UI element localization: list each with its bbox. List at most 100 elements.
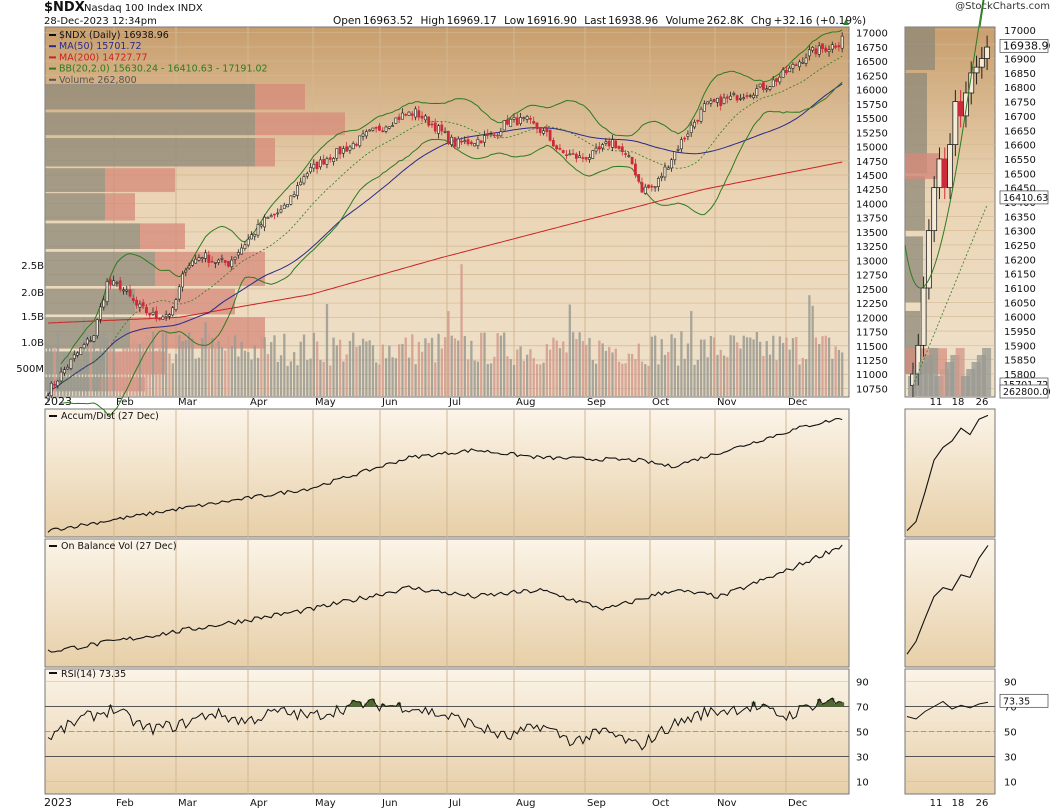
candle-body xyxy=(131,298,135,301)
volume-bar xyxy=(430,337,434,396)
volume-bar xyxy=(368,340,371,396)
volume-bar xyxy=(125,348,128,396)
volume-bar xyxy=(388,345,391,396)
candle-body xyxy=(391,125,394,127)
zoom-obv-line xyxy=(906,545,989,655)
volume-bar xyxy=(749,337,752,396)
volume-bar xyxy=(732,335,736,396)
price-axis-label: 13250 xyxy=(856,242,888,253)
volume-bar xyxy=(73,365,76,396)
month-label: Dec xyxy=(788,397,807,408)
candle-body xyxy=(171,307,175,316)
volume-bar xyxy=(227,335,230,396)
volume-bar xyxy=(722,355,726,396)
volume-bar xyxy=(516,349,519,396)
volume-bar xyxy=(122,348,125,396)
volume-bar xyxy=(535,364,539,396)
volume-bar xyxy=(217,341,220,396)
volume-bar xyxy=(568,304,571,396)
volume-by-price-bar xyxy=(45,83,255,110)
zoom-accum-dist-line xyxy=(906,414,989,531)
volume-bar xyxy=(174,354,178,396)
month-label-bottom: Jun xyxy=(381,798,398,809)
candle-body xyxy=(230,259,234,268)
volume-by-price-bar xyxy=(255,112,345,136)
candle-body xyxy=(282,204,286,209)
candle-body xyxy=(624,153,627,155)
candle-body xyxy=(125,289,129,292)
candle-body xyxy=(466,139,470,145)
candle-body xyxy=(597,146,601,150)
volume-bar xyxy=(585,344,588,396)
candle-body xyxy=(417,110,421,118)
volume-bar xyxy=(634,358,637,396)
bb-legend: BB(20,2.0) 15630.24 - 16410.63 - 17191.0… xyxy=(59,64,268,75)
zoom-axis-label: 15900 xyxy=(1004,341,1036,352)
price-axis-label: 13000 xyxy=(856,256,888,267)
candle-body xyxy=(617,146,621,149)
month-label-bottom: Apr xyxy=(250,798,268,809)
candle-body xyxy=(830,44,834,50)
zoom-axis-label: 16800 xyxy=(1004,83,1036,94)
volume-bar xyxy=(781,342,785,396)
zoom-volume-bar xyxy=(950,355,960,396)
volume-bar xyxy=(417,341,421,396)
candle-body xyxy=(656,178,660,187)
candle-body xyxy=(213,262,217,264)
candle-body xyxy=(699,108,703,122)
volume-bar xyxy=(509,359,512,396)
candle-body xyxy=(164,314,168,317)
month-label: Jun xyxy=(381,397,398,408)
volume-bar xyxy=(181,341,184,396)
candle-body xyxy=(368,129,372,132)
copyright-text: @StockCharts.com xyxy=(955,1,1050,12)
candle-body xyxy=(483,135,486,143)
volume-bar xyxy=(706,357,709,396)
price-axis-label: 15000 xyxy=(856,143,888,154)
candle-body xyxy=(614,140,618,149)
candle-body xyxy=(351,143,355,150)
zoom-candle-body xyxy=(941,158,948,189)
volume-bar xyxy=(755,332,759,396)
volume-by-price-bar xyxy=(255,83,305,110)
volume-bar xyxy=(66,354,69,396)
candle-body xyxy=(765,88,769,91)
volume-bar xyxy=(499,335,503,396)
volume-bar xyxy=(243,350,247,396)
ma200-legend: MA(200) 14727.77 xyxy=(59,52,148,63)
candle-body xyxy=(551,140,555,147)
volume-bar xyxy=(526,354,529,396)
accum-dist-label: Accum/Dist (27 Dec) xyxy=(61,411,159,422)
zoom-bollinger-middle xyxy=(912,204,988,386)
candle-body xyxy=(788,67,792,73)
volume-bar xyxy=(673,338,676,396)
candle-body xyxy=(69,358,73,369)
candle-body xyxy=(515,117,519,126)
candle-body xyxy=(824,47,828,52)
volume-bar xyxy=(759,341,762,396)
candle-body xyxy=(492,134,496,137)
candle-body xyxy=(276,212,280,215)
volume-bar xyxy=(256,357,260,396)
volume-bar xyxy=(276,361,279,396)
volume-by-price-bar xyxy=(45,138,255,167)
candle-body xyxy=(89,340,93,342)
volume-bar xyxy=(312,332,316,396)
candle-body xyxy=(394,117,398,124)
volume-bar xyxy=(690,311,693,396)
candle-body xyxy=(591,150,595,159)
zoom-candle-body xyxy=(973,66,980,74)
volume-bar xyxy=(99,336,102,396)
candle-body xyxy=(82,344,86,349)
candle-body xyxy=(712,99,716,103)
candle-body xyxy=(108,279,112,285)
volume-bar xyxy=(841,352,844,396)
volume-bar xyxy=(306,359,309,396)
candle-body xyxy=(404,113,408,116)
change-up-arrow xyxy=(843,19,849,25)
zoom-x-label: 11 xyxy=(930,397,943,408)
candle-body xyxy=(220,257,224,260)
volume-bar xyxy=(542,362,545,396)
volume-bar xyxy=(266,354,270,396)
volume-bar xyxy=(470,340,473,396)
